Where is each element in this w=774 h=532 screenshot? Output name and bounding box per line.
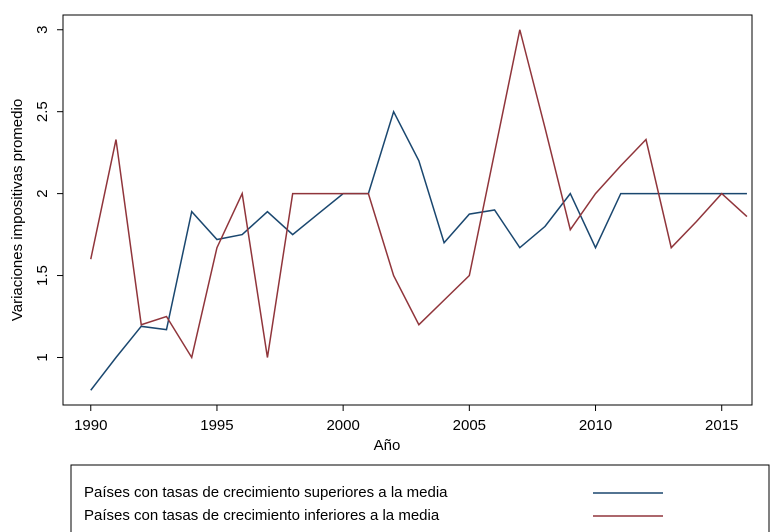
x-tick-label: 1990	[74, 417, 107, 434]
y-tick-label: 1	[34, 353, 51, 361]
y-tick-label: 1.5	[34, 265, 51, 286]
x-tick-label: 2010	[579, 417, 612, 434]
x-axis-label: Año	[374, 437, 401, 454]
y-tick-label: 3	[34, 26, 51, 34]
y-tick-label: 2.5	[34, 101, 51, 122]
x-tick-label: 1995	[200, 417, 233, 434]
legend-box	[70, 464, 770, 532]
plot-area	[62, 14, 753, 406]
x-tick-label: 2005	[453, 417, 486, 434]
x-tick-label: 2015	[705, 417, 738, 434]
series-line	[90, 109, 747, 391]
legend-label: Países con tasas de crecimiento superior…	[84, 484, 448, 501]
y-axis-label: Variaciones impositivas promedio	[9, 99, 26, 321]
legend-label: Países con tasas de crecimiento inferior…	[84, 507, 440, 524]
series-line	[90, 29, 748, 360]
y-tick-label: 2	[34, 189, 51, 197]
x-tick-label: 2000	[326, 417, 359, 434]
